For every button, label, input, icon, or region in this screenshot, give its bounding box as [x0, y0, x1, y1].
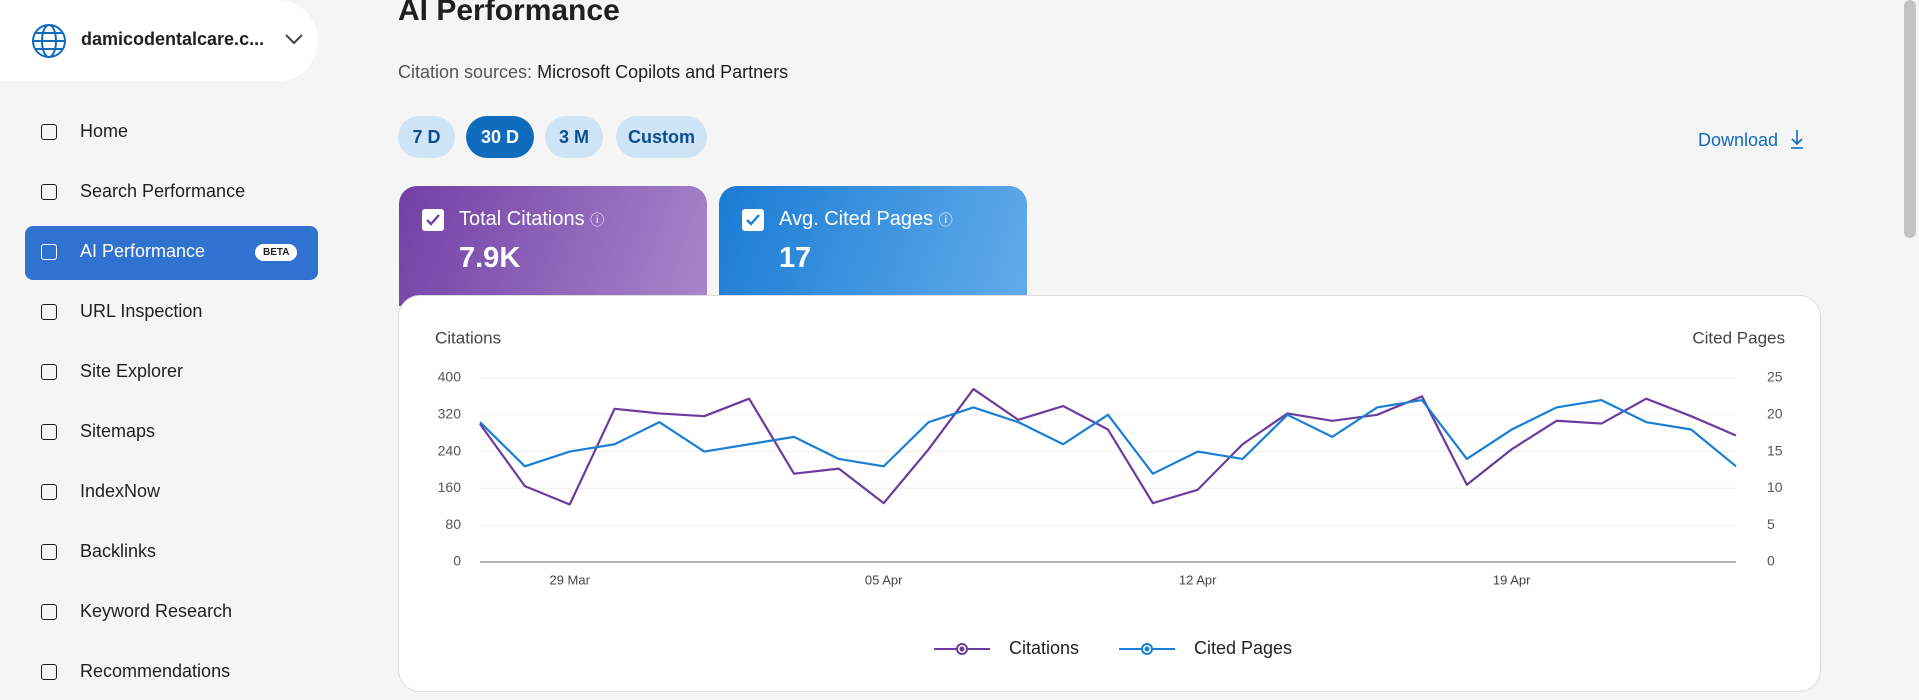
page-title: AI Performance [398, 0, 620, 27]
y-tick-label: 0 [453, 553, 461, 569]
y2-tick-label: 5 [1767, 516, 1775, 532]
card-label-text: Avg. Cited Pages [779, 208, 934, 230]
nav-label: Search Performance [80, 181, 246, 201]
sources-label: Citation sources: [398, 62, 533, 82]
nav-item[interactable]: Backlinks [25, 526, 318, 580]
nav-label: IndexNow [80, 481, 161, 501]
metric-card[interactable]: Total Citations ⓘ 7.9K [399, 186, 707, 306]
y-tick-label: 80 [445, 516, 461, 532]
card-label: Avg. Cited Pages ⓘ [779, 208, 953, 230]
nav-icon [41, 484, 57, 500]
download-text: Download [1698, 130, 1779, 150]
download-icon [1791, 130, 1804, 149]
legend-marker-dot [1144, 646, 1150, 652]
card-value: 7.9K [459, 242, 521, 274]
nav-icon [41, 184, 57, 200]
nav-item[interactable]: Search Performance [25, 166, 318, 220]
nav-label: Sitemaps [80, 421, 156, 441]
series-line [479, 387, 1737, 506]
legend-marker-dot [959, 646, 965, 652]
y2-tick-label: 15 [1767, 442, 1783, 458]
beta-badge: BETA [255, 244, 298, 261]
nav-item[interactable]: Keyword Research [25, 586, 318, 640]
nav-label: AI Performance [80, 241, 206, 261]
x-tick-label: 29 Mar [549, 572, 590, 587]
metric-card[interactable]: Avg. Cited Pages ⓘ 17 [719, 186, 1027, 306]
legend-label: Citations [1009, 638, 1079, 658]
y2-tick-label: 20 [1767, 406, 1783, 422]
citation-sources: Citation sources: Microsoft Copilots and… [398, 62, 788, 83]
y-tick-label: 320 [438, 406, 462, 422]
nav-icon [41, 604, 57, 620]
nav-item[interactable]: Home [25, 106, 318, 160]
nav-item[interactable]: Site Explorer [25, 346, 318, 400]
checkbox[interactable] [422, 209, 444, 231]
card-value: 17 [779, 242, 812, 274]
nav-icon [41, 364, 57, 380]
y-tick-label: 240 [438, 442, 462, 458]
nav-label: Keyword Research [80, 601, 233, 621]
chart-card [398, 295, 1821, 692]
sources-value: Microsoft Copilots and Partners [537, 62, 789, 82]
nav-icon [41, 424, 57, 440]
nav-label: Recommendations [80, 661, 231, 681]
nav-item[interactable]: IndexNow [25, 466, 318, 520]
range-button[interactable]: Custom [616, 116, 707, 158]
y2-tick-label: 25 [1767, 369, 1783, 385]
download[interactable]: Download [1698, 129, 1805, 151]
nav-icon [41, 304, 57, 320]
site-selector[interactable]: damicodentalcare.c... [0, 0, 318, 81]
nav-icon [41, 664, 57, 680]
nav-icon [41, 244, 57, 260]
nav-item[interactable]: URL Inspection [25, 286, 318, 340]
series-line [479, 398, 1737, 475]
legend-label: Cited Pages [1194, 638, 1292, 658]
x-tick-label: 12 Apr [1179, 572, 1217, 587]
nav-label: Home [80, 121, 129, 141]
range-button[interactable]: 30 D [466, 116, 534, 158]
y-axis-title: Citations [435, 328, 501, 347]
globe-icon [32, 24, 66, 58]
site-name: damicodentalcare.c... [81, 29, 265, 49]
range-button[interactable]: 7 D [398, 116, 455, 158]
nav-icon [41, 124, 57, 140]
range-button[interactable]: 3 M [545, 116, 603, 158]
y2-tick-label: 10 [1767, 479, 1783, 495]
nav-icon [41, 544, 57, 560]
scrollbar[interactable] [1904, 0, 1916, 238]
y-tick-label: 400 [438, 369, 462, 385]
x-tick-label: 05 Apr [865, 572, 903, 587]
nav-item[interactable]: Recommendations [25, 646, 318, 700]
card-label: Total Citations ⓘ [459, 208, 605, 230]
nav-label: Site Explorer [80, 361, 184, 381]
checkbox[interactable] [742, 209, 764, 231]
y2-tick-label: 0 [1767, 553, 1775, 569]
card-label-text: Total Citations [459, 208, 585, 230]
y-tick-label: 160 [438, 479, 462, 495]
nav-label: Backlinks [80, 541, 157, 561]
chevron [285, 34, 303, 45]
nav-item[interactable]: Sitemaps [25, 406, 318, 460]
nav-item[interactable]: AI Performance BETA [25, 226, 318, 280]
nav-label: URL Inspection [80, 301, 203, 321]
x-tick-label: 19 Apr [1493, 572, 1531, 587]
y2-axis-title: Cited Pages [1692, 328, 1785, 347]
